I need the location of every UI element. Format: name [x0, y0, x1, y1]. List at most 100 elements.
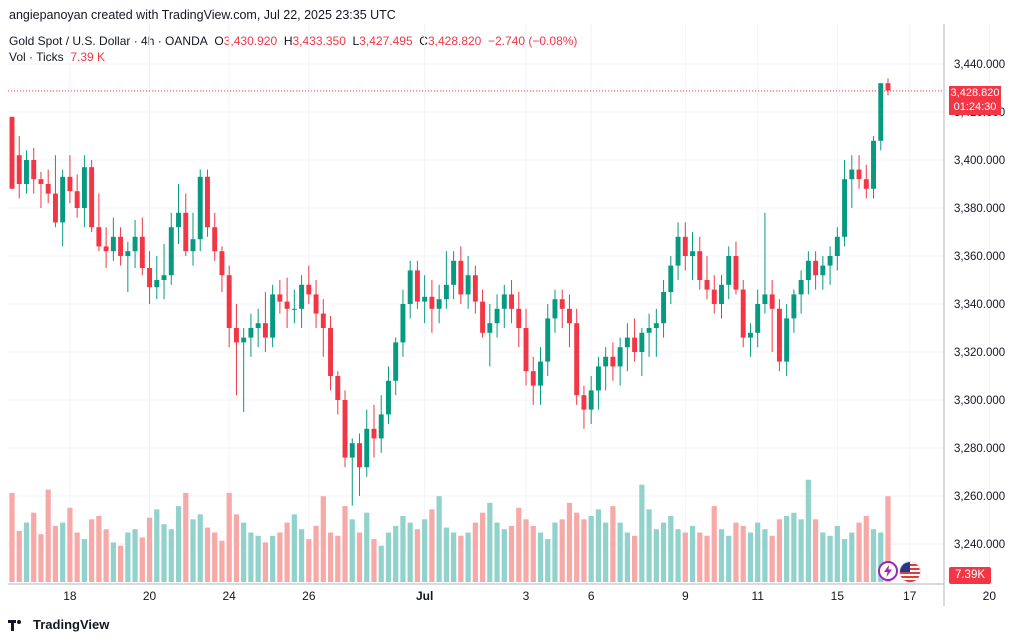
volume-bar: [385, 532, 392, 582]
candle-body: [299, 284, 305, 309]
candle-body: [798, 280, 804, 295]
candle-body: [472, 275, 478, 302]
price-tick-label: 3,240.000: [954, 539, 1005, 551]
candle-body: [255, 323, 261, 328]
brand-label: TradingView: [33, 617, 110, 632]
candle-body: [52, 193, 58, 223]
author-line: angiepanoyan created with TradingView.co…: [9, 8, 396, 22]
volume-bar: [465, 532, 471, 582]
volume-bar: [863, 516, 869, 582]
volume-bar: [711, 506, 717, 582]
candle-body: [357, 443, 362, 468]
candle-body: [827, 256, 833, 266]
volume-bar: [660, 522, 667, 582]
candle-body: [871, 140, 876, 189]
candle-body: [755, 304, 761, 333]
candle-body: [328, 328, 334, 376]
candle-body: [646, 328, 652, 333]
candle-body: [248, 328, 254, 338]
candle-body: [842, 179, 848, 237]
volume-bar: [595, 509, 602, 582]
symbol-label[interactable]: Gold Spot / U.S. Dollar · 4h · OANDA: [9, 34, 208, 48]
candle-body: [306, 284, 312, 295]
price-tick-label: 3,440.000: [954, 59, 1005, 71]
volume-bar: [9, 492, 15, 582]
candle-body: [740, 289, 746, 338]
candle-body: [494, 308, 500, 324]
candle-body: [125, 251, 131, 256]
volume-bar: [103, 529, 109, 582]
volume-bar: [689, 525, 696, 582]
time-tick-label: 20: [983, 589, 997, 603]
last-price-badge: 3,428.820: [949, 86, 1001, 101]
candle-body: [697, 251, 703, 280]
volume-bar: [414, 529, 421, 582]
candle-body: [205, 176, 210, 228]
time-tick-label: 3: [523, 589, 530, 603]
volume-bar: [516, 507, 522, 582]
candle-body: [270, 294, 276, 338]
volume-label[interactable]: Vol · Ticks: [9, 50, 64, 64]
candle-body: [291, 308, 297, 310]
candle-body: [545, 318, 551, 362]
volume-bar: [190, 519, 196, 582]
candle-body: [530, 371, 536, 386]
candle-body: [436, 299, 442, 309]
candle-body: [24, 160, 29, 184]
candle-body: [118, 236, 124, 256]
candle-body: [487, 323, 493, 333]
volume-bar: [139, 537, 145, 582]
volume-bar: [559, 519, 565, 582]
time-tick-label: 18: [63, 589, 77, 603]
candle-body: [74, 191, 80, 208]
candle-body: [386, 380, 391, 415]
price-tick-label: 3,260.000: [954, 491, 1005, 503]
price-tick-label: 3,320.000: [954, 347, 1005, 359]
volume-bar: [545, 539, 551, 582]
us-flag-icon[interactable]: [899, 561, 921, 583]
volume-bar: [581, 519, 587, 582]
candle-body: [233, 328, 239, 343]
volume-bar: [117, 545, 124, 582]
candle-body: [443, 284, 449, 300]
candle-body: [733, 256, 739, 290]
volume-bar: [110, 542, 116, 582]
volume-bar: [646, 509, 652, 582]
volume-bar: [349, 519, 355, 582]
volume-bar: [885, 496, 891, 582]
candle-body: [422, 296, 428, 302]
candle-body: [429, 296, 435, 309]
candle-body: [45, 184, 51, 194]
volume-bar: [530, 525, 536, 582]
volume-bar: [429, 509, 435, 582]
candle-body: [805, 260, 811, 280]
candle-body: [480, 301, 486, 333]
candle-body: [103, 246, 109, 252]
volume-bar: [726, 535, 732, 582]
volume-bar: [31, 512, 37, 582]
candle-body: [9, 116, 15, 189]
candle-body: [639, 332, 645, 352]
volume-bar: [537, 532, 544, 582]
price-tick-label: 3,360.000: [954, 251, 1005, 263]
candle-body: [212, 227, 218, 252]
volume-bar: [255, 535, 261, 582]
ohlc-legend: Gold Spot / U.S. Dollar · 4h · OANDA O3,…: [9, 34, 577, 48]
volume-bar: [718, 529, 725, 582]
volume-bar: [668, 516, 674, 582]
last-volume-badge: 7.39K: [949, 567, 991, 584]
candle-body: [523, 328, 529, 372]
volume-bar: [306, 539, 312, 582]
volume-bar: [849, 532, 855, 582]
candle-body: [89, 167, 95, 228]
volume-bar: [219, 540, 225, 582]
candle-body: [762, 294, 768, 304]
volume-bar: [67, 507, 73, 582]
candle-body: [885, 83, 891, 91]
volume-bar: [400, 516, 406, 582]
lightning-icon[interactable]: [878, 561, 898, 581]
volume-bar: [393, 525, 399, 582]
candle-body: [726, 256, 732, 285]
volume-bar: [617, 522, 623, 582]
